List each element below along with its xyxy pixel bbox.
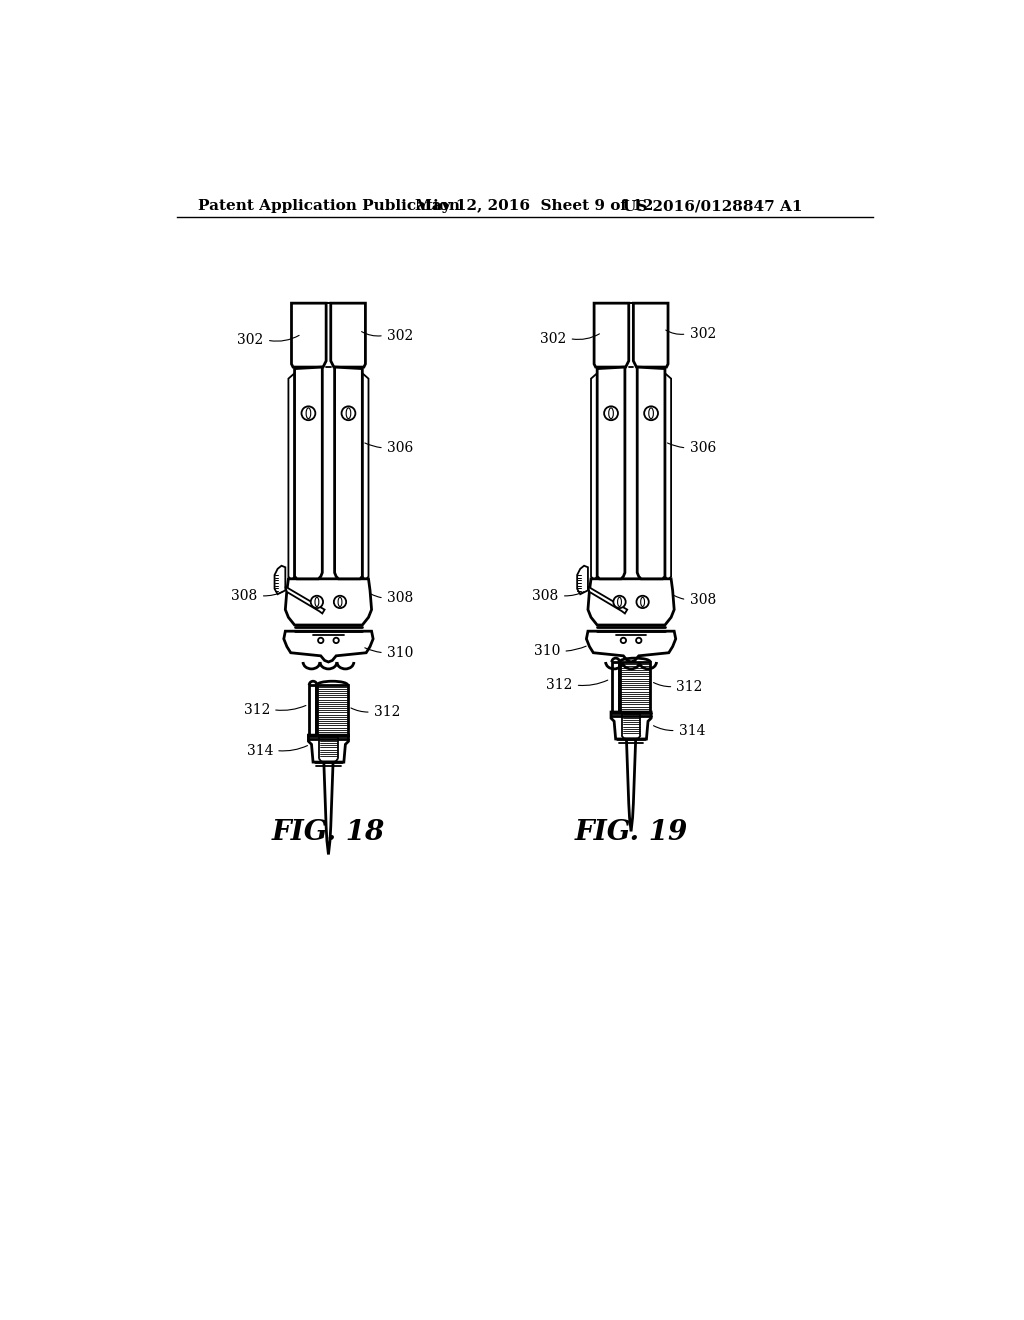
Polygon shape <box>292 304 326 367</box>
Circle shape <box>636 638 641 643</box>
Polygon shape <box>594 304 629 367</box>
Polygon shape <box>597 367 625 579</box>
Text: FIG. 18: FIG. 18 <box>271 818 385 846</box>
Text: 312: 312 <box>244 702 270 717</box>
Polygon shape <box>620 663 650 711</box>
Polygon shape <box>309 685 316 735</box>
Text: May 12, 2016  Sheet 9 of 12: May 12, 2016 Sheet 9 of 12 <box>416 199 654 213</box>
Circle shape <box>301 407 315 420</box>
Polygon shape <box>284 631 373 663</box>
Text: FIG. 19: FIG. 19 <box>574 818 688 846</box>
Text: 312: 312 <box>546 678 572 692</box>
Circle shape <box>334 595 346 609</box>
Circle shape <box>334 638 339 643</box>
Polygon shape <box>295 367 323 579</box>
Polygon shape <box>324 762 333 854</box>
Text: 308: 308 <box>387 591 414 605</box>
Polygon shape <box>611 663 618 711</box>
Circle shape <box>310 595 323 609</box>
Ellipse shape <box>338 597 342 607</box>
Text: 308: 308 <box>689 593 716 607</box>
Polygon shape <box>591 374 597 581</box>
Polygon shape <box>335 367 362 579</box>
Text: 306: 306 <box>689 441 716 455</box>
Polygon shape <box>665 374 671 581</box>
Text: 312: 312 <box>374 705 400 719</box>
Polygon shape <box>308 735 348 762</box>
Circle shape <box>621 638 626 643</box>
Polygon shape <box>627 739 636 832</box>
Circle shape <box>342 407 355 420</box>
Text: Patent Application Publication: Patent Application Publication <box>199 199 461 213</box>
Ellipse shape <box>608 408 613 418</box>
Text: 308: 308 <box>532 589 559 603</box>
Polygon shape <box>637 367 665 579</box>
Text: 314: 314 <box>679 723 706 738</box>
Circle shape <box>318 638 324 643</box>
Circle shape <box>637 595 649 609</box>
Polygon shape <box>274 566 286 594</box>
Polygon shape <box>587 631 676 663</box>
Polygon shape <box>286 579 372 626</box>
Polygon shape <box>578 566 588 594</box>
Text: 310: 310 <box>534 644 560 659</box>
Polygon shape <box>588 586 628 614</box>
Ellipse shape <box>346 408 351 418</box>
Ellipse shape <box>641 597 644 607</box>
Polygon shape <box>316 685 348 735</box>
Circle shape <box>613 595 626 609</box>
Polygon shape <box>289 374 295 581</box>
Polygon shape <box>634 304 668 367</box>
Text: 310: 310 <box>387 645 414 660</box>
Text: 302: 302 <box>237 333 263 347</box>
Ellipse shape <box>315 597 318 607</box>
Text: 306: 306 <box>387 441 414 455</box>
Circle shape <box>644 407 658 420</box>
Text: 302: 302 <box>540 331 566 346</box>
Polygon shape <box>331 304 366 367</box>
Text: 302: 302 <box>387 329 414 342</box>
Ellipse shape <box>306 408 310 418</box>
Polygon shape <box>588 579 674 626</box>
Text: US 2016/0128847 A1: US 2016/0128847 A1 <box>624 199 803 213</box>
Polygon shape <box>362 374 369 581</box>
Text: 302: 302 <box>689 327 716 341</box>
Circle shape <box>604 407 617 420</box>
Text: 312: 312 <box>677 680 702 693</box>
Polygon shape <box>611 711 651 739</box>
Text: 314: 314 <box>247 743 273 758</box>
Ellipse shape <box>617 597 622 607</box>
Ellipse shape <box>649 408 653 418</box>
Text: 308: 308 <box>231 589 258 603</box>
Polygon shape <box>286 586 325 614</box>
